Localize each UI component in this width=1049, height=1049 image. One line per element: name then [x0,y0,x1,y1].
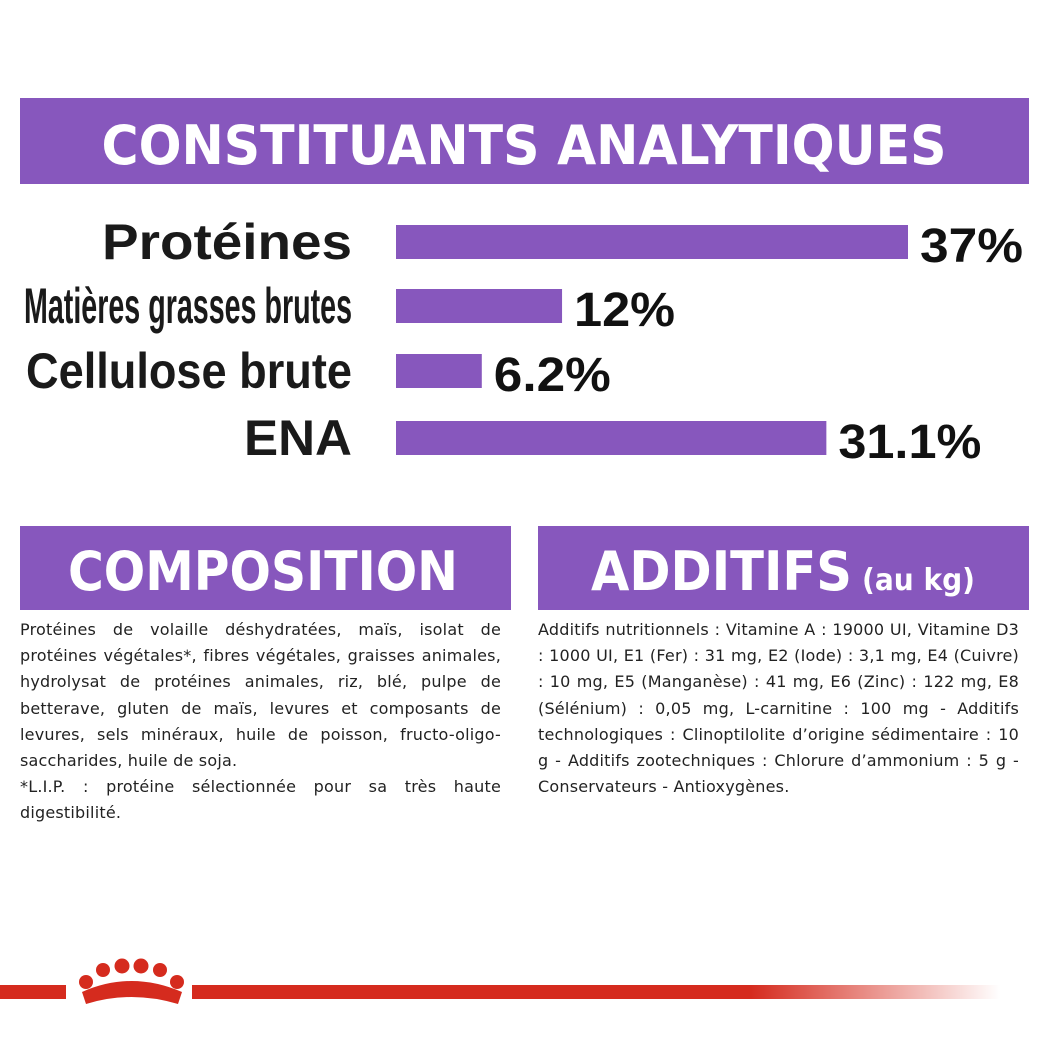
additifs-band [538,526,1029,610]
category-label: Cellulose brute [26,343,352,399]
crown-logo [79,958,184,1004]
value-label: 37% [920,220,1023,273]
title-band [20,98,1029,184]
composition-text: Protéines de volaille déshydratées, maïs… [20,617,501,827]
bar [396,421,827,455]
paragraph: Protéines de volaille déshydratées, maïs… [20,620,501,771]
paragraph: *L.I.P. : protéine sélectionnée pour sa … [20,777,501,823]
bar [396,225,908,259]
chart-title: CONSTITUANTS ANALYTIQUES [102,114,947,177]
bar [396,289,563,323]
value-label: 12% [574,284,675,337]
composition-title: COMPOSITION [68,540,458,603]
additifs-title: ADDITIFS [591,540,852,603]
paragraph: Additifs nutritionnels : Vitamine A : 19… [538,620,1019,797]
composition-band [20,526,511,610]
category-label: Matières grasses brutes [24,278,352,334]
bar [396,354,482,388]
footer-line [0,985,1000,999]
category-label: Protéines [102,214,352,270]
value-label: 6.2% [494,349,611,402]
additifs-text: Additifs nutritionnels : Vitamine A : 19… [538,617,1019,800]
value-label: 31.1% [838,416,981,469]
category-label: ENA [244,410,352,466]
additifs-subtitle: (au kg) [862,563,975,598]
